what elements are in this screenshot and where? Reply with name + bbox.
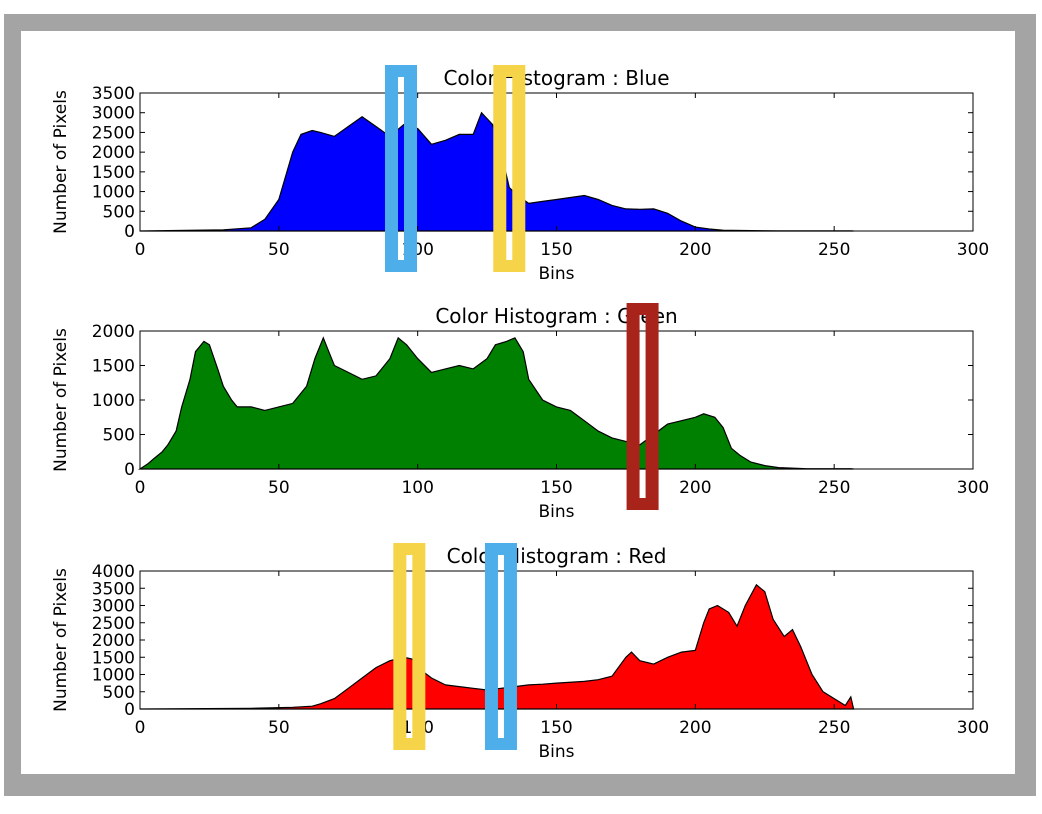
y-tick-label: 1500	[92, 357, 135, 377]
y-axis-label: Number of Pixels	[51, 568, 71, 712]
y-tick-label: 2500	[92, 614, 135, 634]
chart-panel-2: 0 50 100 150 200 250 3000500100015002000Color …	[51, 303, 989, 522]
y-tick-label: 2000	[92, 322, 135, 342]
figure-canvas: 0 50 100 150 200 250 300 0 500 1000 1500 2000 2500 30…	[21, 31, 1015, 774]
x-tick-label: 50	[268, 240, 290, 260]
y-tick-label: 3500	[92, 579, 135, 599]
x-tick-label: 150	[540, 478, 572, 498]
x-tick-label: 300	[957, 240, 989, 260]
y-tick-label: 500	[103, 683, 135, 703]
y-tick-label: 2500	[92, 123, 135, 143]
x-tick-label: 300	[957, 718, 989, 738]
histogram-figure: 0 50 100 150 200 250 3000500100015002000250030…	[51, 65, 989, 762]
y-tick-label: 500	[103, 202, 135, 222]
highlight-marker	[484, 543, 517, 750]
histogram-area	[138, 336, 854, 470]
x-tick-label: 200	[679, 240, 711, 260]
chart-title: Color Histogram : Blue	[443, 66, 669, 90]
y-tick-label: 0	[124, 460, 135, 480]
x-tick-label: 0	[135, 478, 146, 498]
x-axis-label: Bins	[538, 502, 574, 522]
x-tick-label: 200	[679, 478, 711, 498]
highlight-marker	[626, 303, 659, 510]
x-tick-label: 150	[540, 718, 572, 738]
chart-panel-1: 0 50 100 150 200 250 3000500100015002000250030…	[51, 65, 989, 284]
y-axis-label: Number of Pixels	[51, 90, 71, 234]
y-tick-label: 4000	[92, 562, 135, 582]
x-tick-label: 50	[268, 478, 290, 498]
y-tick-label: 1500	[92, 163, 135, 183]
x-axis-label: Bins	[538, 264, 574, 284]
y-tick-label: 3000	[92, 104, 135, 124]
y-tick-label: 1000	[92, 183, 135, 203]
y-tick-label: 1500	[92, 648, 135, 668]
y-tick-label: 2000	[92, 631, 135, 651]
x-tick-label: 300	[957, 478, 989, 498]
highlight-marker	[393, 543, 426, 750]
x-tick-label: 0	[135, 718, 146, 738]
y-tick-label: 0	[124, 222, 135, 242]
y-tick-label: 3500	[92, 84, 135, 104]
x-tick-label: 100	[401, 478, 433, 498]
chart-title: Color Histogram : Red	[447, 544, 667, 568]
x-tick-label: 200	[679, 718, 711, 738]
y-axis-label: Number of Pixels	[51, 328, 71, 472]
x-tick-label: 150	[540, 240, 572, 260]
x-tick-label: 0	[135, 240, 146, 260]
y-tick-label: 500	[103, 426, 135, 446]
highlight-marker	[385, 65, 418, 272]
histogram-area	[139, 583, 855, 710]
chart-panel-3: 0501001502002503000500100015002000250030…	[51, 543, 989, 762]
x-tick-label: 250	[818, 718, 850, 738]
y-tick-label: 2000	[92, 143, 135, 163]
x-axis-label: Bins	[538, 742, 574, 762]
y-tick-label: 3000	[92, 597, 135, 617]
y-tick-label: 1000	[92, 666, 135, 686]
x-tick-label: 50	[268, 718, 290, 738]
y-tick-label: 0	[124, 700, 135, 720]
highlight-marker	[493, 65, 526, 272]
x-tick-label: 250	[818, 478, 850, 498]
x-tick-label: 250	[818, 240, 850, 260]
y-tick-label: 1000	[92, 391, 135, 411]
